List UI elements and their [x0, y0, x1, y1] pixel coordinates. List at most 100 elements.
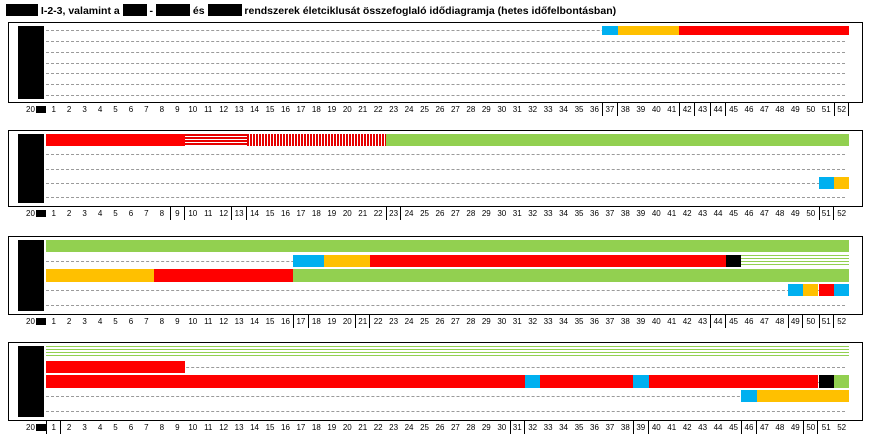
week-tick-label: 14: [250, 317, 260, 326]
week-tick-label: 34: [559, 317, 569, 326]
week-tick-label: 50: [806, 209, 816, 218]
week-tick-label: 25: [420, 209, 429, 218]
week-tick-label: 37: [605, 423, 615, 432]
timeline-bar-yellow: [756, 389, 850, 403]
week-tick-label: 10: [188, 317, 198, 326]
week-tick-label: 43: [698, 317, 708, 326]
week-tick-label: 7: [144, 317, 149, 326]
week-tick-label: 52: [837, 317, 847, 326]
week-tick-label: 12: [219, 317, 229, 326]
week-tick-label: 48: [775, 209, 785, 218]
row-guide-line: [46, 73, 846, 75]
week-tick-label: 45: [729, 423, 738, 432]
week-tick-label: 20: [342, 317, 352, 326]
week-tick-label: 42: [682, 423, 692, 432]
week-axis: 20 1 2 3 4 5 6 7 8 9 10 11 12 13 14 15 16 17 18 19 20 21 22 23 2…: [8, 207, 863, 220]
year-label: 20: [8, 421, 46, 434]
week-tick-label: 8: [159, 317, 165, 326]
week-tick-label: 5: [113, 423, 118, 432]
week-tick-label: 6: [128, 317, 134, 326]
week-tick-label: 33: [543, 105, 553, 114]
week-tick-label: 26: [435, 105, 445, 114]
week-tick-label: 18: [311, 317, 321, 326]
week-tick-label: 48: [775, 423, 785, 432]
week-tick-label: 31: [512, 317, 522, 326]
timeline-bar-yellow: [46, 269, 155, 282]
week-tick-label: 16: [281, 105, 290, 114]
redacted-label-block: [18, 26, 44, 99]
week-tick-label: 30: [497, 423, 507, 432]
week-tick-label: 16: [281, 209, 290, 218]
redacted-year-block: [35, 106, 46, 113]
week-tick-label: 50: [806, 105, 816, 114]
week-tick-label: 38: [620, 209, 630, 218]
week-tick-label: 41: [667, 105, 677, 114]
week-tick-label: 39: [633, 421, 649, 434]
week-tick-label: 27: [450, 105, 460, 114]
week-tick-label: 6: [128, 105, 134, 114]
week-tick-label: 4: [97, 209, 103, 218]
week-tick-label: 1: [51, 209, 56, 218]
panel-frame: [8, 130, 863, 207]
row-guide-line: [46, 196, 846, 198]
week-tick-label: 50: [803, 421, 819, 434]
week-tick-label: 4: [97, 423, 103, 432]
redacted-block: [207, 4, 242, 16]
week-tick-label: 37: [605, 209, 615, 218]
week-tick-label: 34: [559, 105, 569, 114]
week-tick-label: 23: [389, 317, 399, 326]
week-tick-label: 7: [144, 423, 149, 432]
week-tick-label: 36: [590, 423, 599, 432]
timeline-bar-yellow: [324, 254, 371, 268]
week-tick-label: 24: [404, 105, 414, 114]
week-tick-label: 45: [729, 317, 738, 326]
week-tick-label: 32: [528, 105, 538, 114]
week-tick-label: 21: [358, 209, 368, 218]
week-tick-label: 48: [775, 105, 785, 114]
week-tick-label: 22: [373, 423, 383, 432]
row-guide-line: [46, 94, 846, 96]
timeline-bar-blue: [833, 283, 850, 297]
week-tick-label: 33: [543, 209, 553, 218]
row-guide-line: [46, 51, 846, 53]
week-tick-label: 31: [512, 105, 522, 114]
week-tick-label: 24: [404, 423, 414, 432]
week-tick-label: 44: [713, 209, 723, 218]
week-tick-label: 1: [46, 421, 62, 434]
week-tick-label: 11: [204, 105, 213, 114]
week-tick-label: 3: [82, 317, 87, 326]
week-tick-label: 49: [790, 423, 800, 432]
week-tick-label: 4: [97, 105, 103, 114]
timeline-bar-blue: [633, 375, 649, 388]
week-tick-label: 20: [342, 209, 352, 218]
timeline-panel-3: 20 1 2 3 4 5 6 7 8 9 10 11 12 13 14 15 16 17 18 19 20 21 22 23 2…: [8, 236, 863, 328]
week-tick-label: 23: [385, 207, 402, 220]
timeline-bar-red: [818, 283, 834, 297]
week-tick-label: 47: [759, 105, 769, 114]
timeline-bar-red: [679, 25, 850, 35]
week-tick-label: 44: [710, 315, 726, 328]
week-tick-label: 21: [355, 315, 371, 328]
week-tick-label: 11: [204, 209, 213, 218]
year-label: 20: [8, 103, 46, 116]
week-tick-label: 9: [175, 423, 180, 432]
week-tick-label: 52: [833, 103, 850, 116]
panel-frame: [8, 22, 863, 103]
week-tick-label: 26: [435, 209, 445, 218]
week-tick-label: 47: [759, 423, 769, 432]
week-tick-label: 30: [497, 209, 507, 218]
week-tick-label: 43: [698, 105, 708, 114]
week-tick-label: 45: [729, 105, 738, 114]
title-dash: -: [149, 5, 154, 17]
timeline-bar-blue: [818, 176, 834, 189]
week-tick-label: 13: [231, 207, 247, 220]
timeline-bar-yellow: [617, 25, 680, 35]
week-tick-label: 38: [620, 423, 630, 432]
timeline-bar-yellow: [833, 176, 850, 189]
week-tick-label: 12: [219, 209, 229, 218]
week-tick-label: 26: [435, 423, 445, 432]
week-tick-label: 13: [234, 423, 244, 432]
redacted-label-block: [18, 134, 44, 203]
week-tick-label: 33: [543, 423, 553, 432]
timeline-bar-red: [46, 360, 186, 374]
